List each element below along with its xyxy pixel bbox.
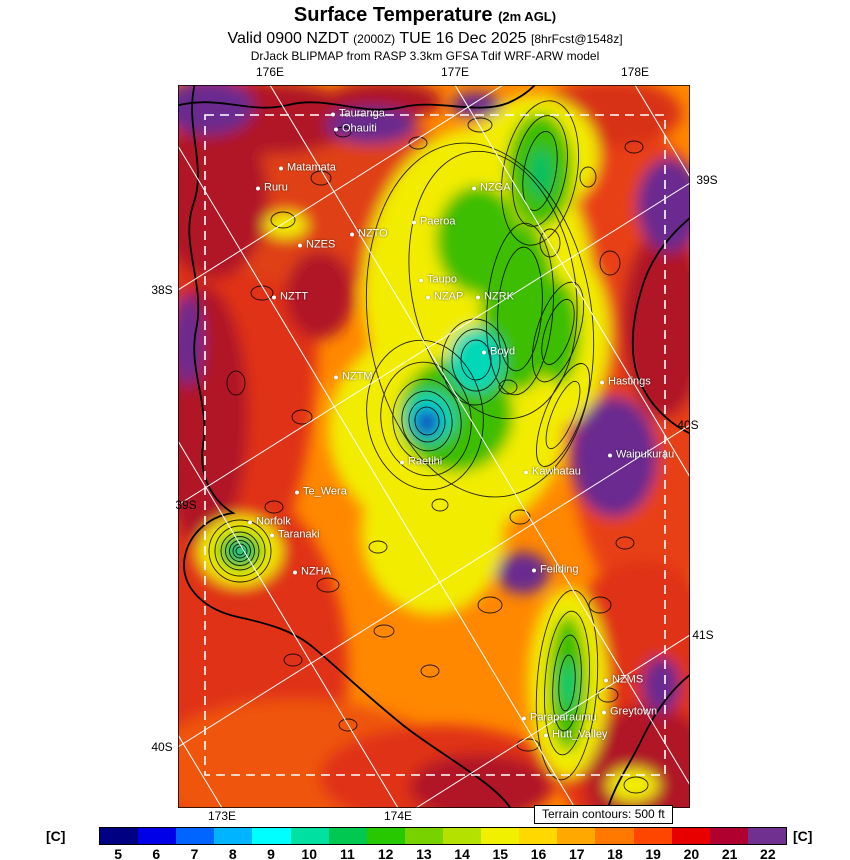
colorbar-cells [99,827,787,845]
colorbar-cell [442,828,482,844]
colorbar-unit-left: [C] [46,828,66,844]
colorbar-cell [290,828,329,844]
colorbar-cell [481,828,520,844]
colorbar-cell [595,828,634,844]
grid-label: 38S [151,283,173,297]
grid-label: 41S [692,628,714,642]
colorbar-cell [328,828,367,844]
colorbar-value: 9 [267,846,275,860]
colorbar-cell [404,828,443,844]
model-info: DrJack BLIPMAP from RASP 3.3km GFSA Tdif… [250,49,600,63]
colorbar-value: 20 [683,846,700,860]
forecast-info: [8hrFcst@1548z] [530,32,623,46]
grid-label: 39S [696,173,718,187]
grid-label: 173E [207,809,237,823]
colorbar-value: 8 [228,846,237,860]
colorbar-value: 21 [721,846,738,860]
colorbar-cell [214,828,253,844]
colorbar-values: 5 6 7 8 9 10 11 12 13 14 15 16 17 18 19 20 21 22 [99,846,787,860]
colorbar-value: 22 [760,846,776,860]
graticule [178,85,690,808]
colorbar-value: 12 [377,846,394,860]
terrain-contours [208,100,649,794]
grid-label: 40S [151,740,173,754]
valid-time: Valid 0900 NZDT [227,30,349,47]
colorbar-cell [366,828,405,844]
colorbar-cell [633,828,672,844]
colorbar-value: 6 [152,846,161,860]
valid-zulu: (2000Z) [353,32,396,46]
colorbar-value: 11 [340,846,355,860]
colorbar-value: 17 [568,846,585,860]
colorbar-value: 14 [454,846,470,860]
grid-label: 177E [440,65,470,79]
colorbar-value: 19 [645,846,661,860]
colorbar-unit-right: [C] [793,828,813,844]
page-title: Surface Temperature [293,4,493,26]
colorbar-cell [100,828,139,844]
colorbar-value: 18 [607,846,623,860]
colorbar-cell [176,828,215,844]
valid-line: Valid 0900 NZDT (2000Z) TUE 16 Dec 2025 … [0,29,850,49]
colorbar-cell [671,828,710,844]
colorbar-cell [519,828,558,844]
colorbar-value: 10 [301,846,317,860]
colorbar-value: 7 [190,846,199,860]
colorbar-cell [138,828,177,844]
page-title-unit: (2m AGL) [498,9,557,24]
temperature-map [178,85,690,808]
colorbar-value: 16 [530,846,547,860]
grid-label: 176E [255,65,285,79]
title-line: Surface Temperature (2m AGL) [0,4,850,28]
temperature-field [178,85,690,808]
colorbar-cell [709,828,748,844]
valid-date: TUE 16 Dec 2025 [399,30,527,47]
colorbar-value: 13 [416,846,432,860]
colorbar-cell [557,828,596,844]
terrain-note: Terrain contours: 500 ft [534,805,673,824]
grid-label: 178E [620,65,650,79]
grid-label: 174E [383,809,413,823]
colorbar-cell [252,828,291,844]
colorbar-value: 5 [114,846,122,860]
header: Surface Temperature (2m AGL) Valid 0900 … [0,4,850,64]
coastline [178,85,690,808]
colorbar-cell [747,828,786,844]
domain-dashed-border [204,114,666,776]
colorbar-value: 15 [492,846,509,860]
